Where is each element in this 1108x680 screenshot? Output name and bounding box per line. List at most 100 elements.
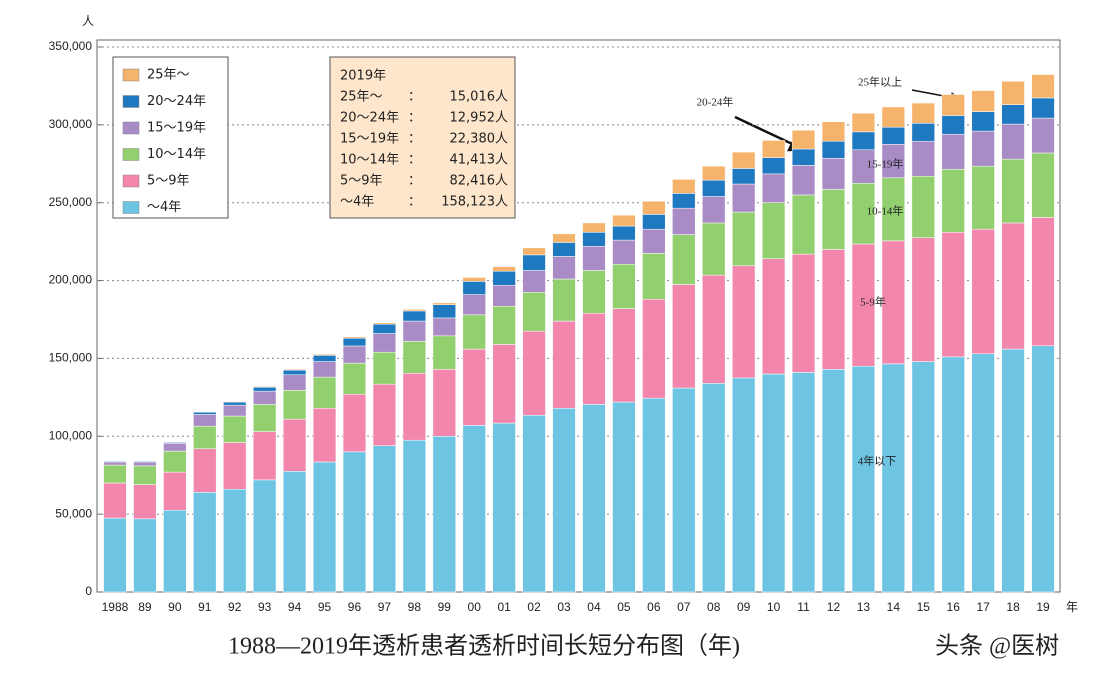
bar-segment [702,196,726,224]
x-tick-label: 05 [617,600,631,614]
bar-segment [642,253,666,300]
bar-segment [702,179,726,197]
bar-segment [282,471,307,593]
legend-swatch [122,68,140,82]
bar-segment [821,189,846,250]
annotation: 25年以上 [858,75,902,89]
info-label: 15～19年 [340,132,399,147]
chart-title: 1988—2019年透析患者透析时间长短分布图（年) [228,633,740,660]
x-tick-label: 11 [797,600,810,614]
bar-segment [312,408,337,463]
bar-segment [702,383,726,593]
bar-segment [522,292,546,332]
bar-segment [612,214,636,227]
bar-segment [282,374,307,391]
x-tick-label: 15 [917,600,931,614]
bar-segment [462,425,486,593]
x-tick-label: 98 [408,600,422,614]
bar-segment [672,207,696,235]
bar-segment [791,148,816,166]
x-tick-label: 03 [557,600,571,614]
info-value: 41,413人 [450,153,509,168]
y-tick-label: 250,000 [49,195,93,209]
bar-segment [1001,81,1025,105]
bar-segment [342,337,367,347]
x-tick-label: 95 [318,600,332,614]
bar-segment [1031,217,1055,347]
bar-segment [372,445,397,593]
x-tick-label: 07 [677,600,691,614]
bar-segment [1031,97,1055,119]
bar-segment [133,465,157,485]
x-tick-label: 18 [1006,600,1020,614]
bar-segment [761,140,786,158]
bar-segment [223,415,247,443]
bar-segment [582,232,606,247]
y-tick-label: 100,000 [49,428,93,442]
bar-segment [642,299,666,399]
info-label: 5～9年 [340,174,383,189]
info-label: 20～24年 [340,111,399,126]
bar-segment [223,442,247,490]
info-label: ～4年 [340,195,374,210]
x-tick-label: 17 [976,600,990,614]
x-tick-label: 93 [258,600,272,614]
info-separator: ： [408,132,421,147]
bar-segment [1031,117,1055,154]
x-tick-label: 89 [138,600,152,614]
bar-segment [522,254,546,271]
bar-segment [582,313,606,405]
bar-segment [911,237,935,362]
bar-segment [582,222,606,233]
legend-label: 5～9年 [147,174,190,189]
bar-segment [492,422,516,593]
x-tick-label: 04 [587,600,601,614]
bar-segment [702,274,726,384]
bar-segment [702,222,726,276]
y-tick-label: 350,000 [49,39,93,53]
bar-segment [282,418,307,472]
bar-segment [522,330,546,416]
info-value: 158,123人 [441,195,508,210]
bar-segment [432,304,456,319]
bar-segment [462,348,486,426]
bar-segment [941,94,965,116]
bar-segment [133,518,157,593]
bar-segment [761,202,786,260]
bar-segment [672,234,696,285]
bar-segment [971,228,995,355]
legend-label: 20～24年 [147,94,206,109]
bar-segment [312,361,337,378]
bar-segment [642,228,666,254]
bar-segment [372,333,397,353]
bar-segment [971,111,995,132]
x-tick-label: 13 [857,600,871,614]
bar-segment [911,123,935,142]
x-tick-label: 10 [767,600,781,614]
bar-segment [1001,158,1025,224]
bar-segment [552,242,576,257]
x-unit: 年 [1066,600,1078,614]
info-value: 82,416人 [450,174,509,189]
bar-segment [552,408,576,593]
legend-label: 15～19年 [147,121,206,136]
bar-segment [253,390,277,405]
legend-swatch [122,121,140,135]
bar-segment [821,369,846,593]
info-value: 22,380人 [450,132,509,147]
bar-segment [253,386,277,388]
bar-segment [163,450,187,473]
info-label: 10～14年 [340,153,399,168]
bar-segment [492,266,516,272]
annotation: 10-14年 [867,204,904,218]
x-tick-label: 09 [737,600,751,614]
bar-segment [193,492,217,593]
bar-segment [582,246,606,271]
bar-segment [612,263,636,309]
y-tick-label: 0 [85,584,92,598]
bar-segment [282,390,307,420]
bar-segment [163,510,187,593]
bar-segment [253,386,277,392]
y-tick-label: 50,000 [55,506,92,520]
bar-segment [342,362,367,395]
